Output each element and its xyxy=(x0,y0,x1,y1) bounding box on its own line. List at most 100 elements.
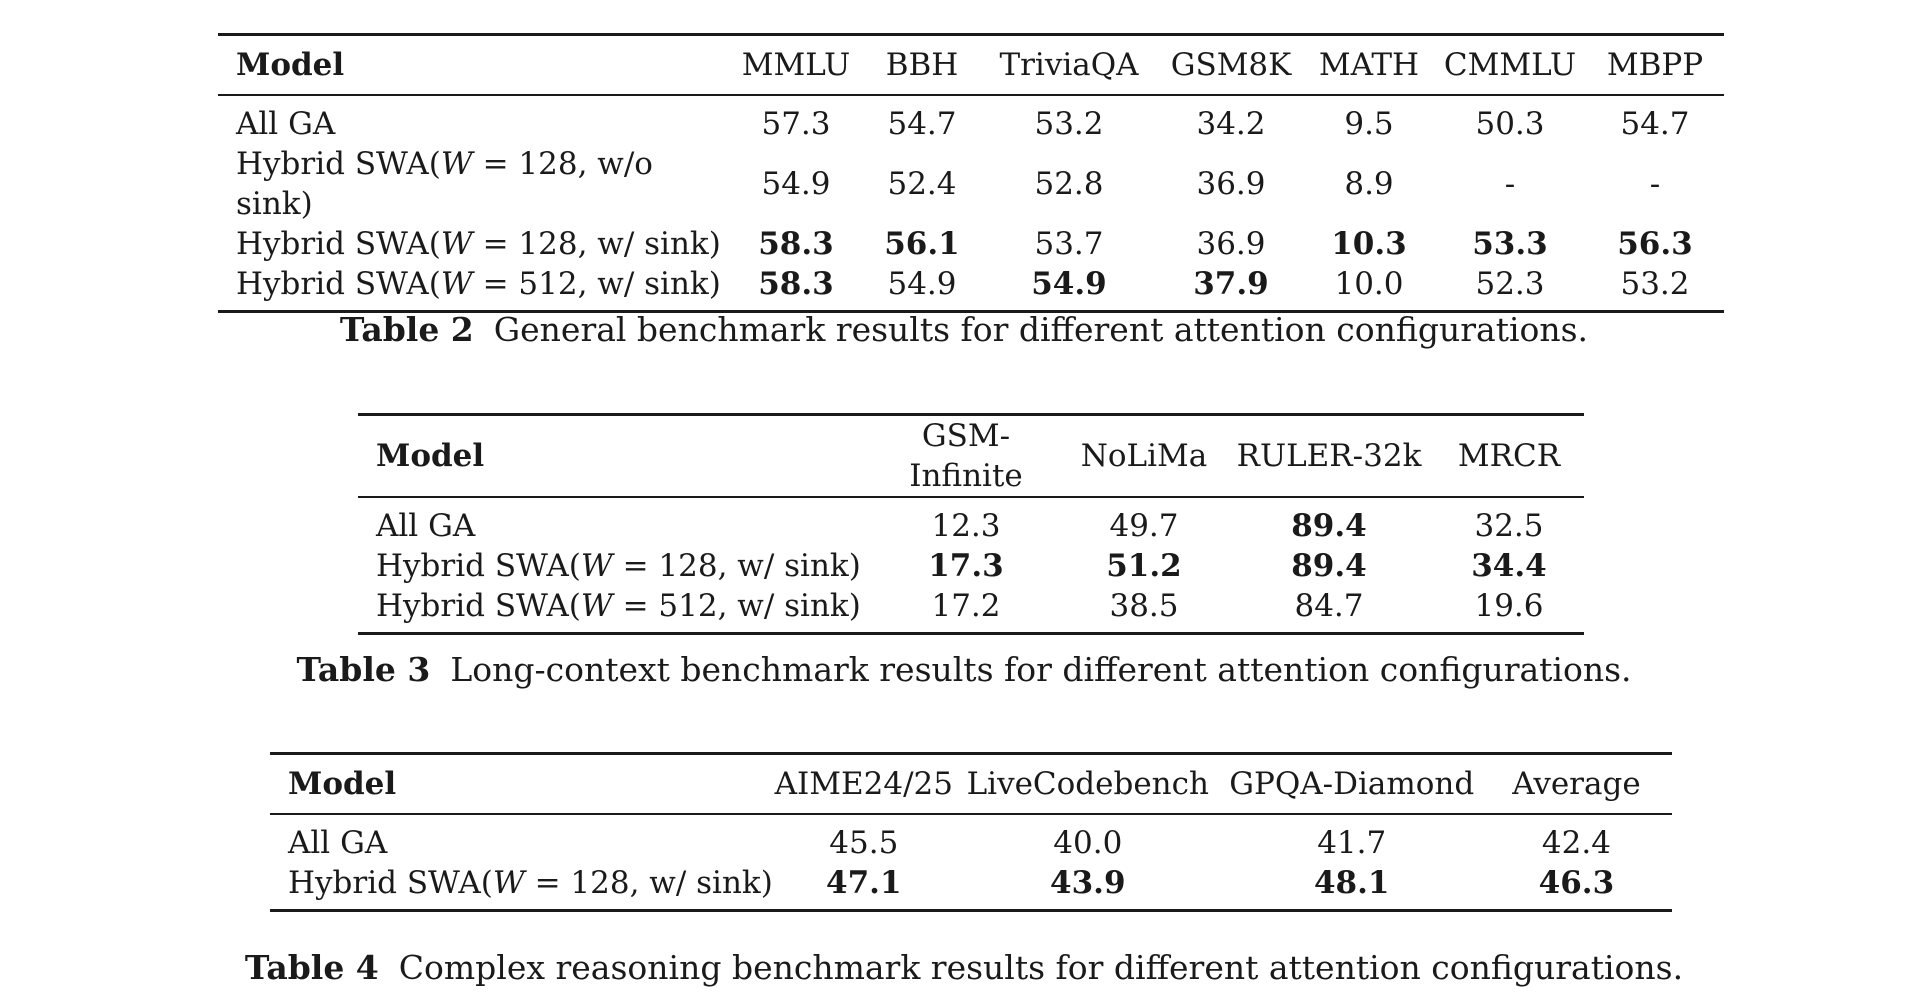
value-cell: 58.3 xyxy=(758,226,834,262)
value-cell: 51.2 xyxy=(1106,548,1182,584)
model-name-suffix: = 512, w/ sink) xyxy=(612,588,861,624)
model-cell: Hybrid SWA(W = 128, w/o sink) xyxy=(218,144,728,224)
column-header: Model xyxy=(218,33,728,96)
model-name-prefix: Hybrid SWA( xyxy=(236,226,441,262)
model-cell: Hybrid SWA(W = 128, w/ sink) xyxy=(358,546,868,586)
value-cell: 52.3 xyxy=(1434,264,1586,313)
model-cell: Hybrid SWA(W = 128, w/ sink) xyxy=(270,863,775,912)
table-row: Hybrid SWA(W = 128, w/o sink) 54.9 52.4 52.… xyxy=(218,144,1724,224)
model-cell: Hybrid SWA(W = 128, w/ sink) xyxy=(218,224,728,264)
value-cell: 8.9 xyxy=(1344,166,1394,202)
value-cell: - xyxy=(1504,166,1516,202)
value-cell: 54.9 xyxy=(980,264,1158,313)
value-cell: 41.7 xyxy=(1317,825,1387,861)
model-name-prefix: Hybrid SWA( xyxy=(376,588,581,624)
table-2-caption: Table 2 General benchmark results for dif… xyxy=(0,310,1928,350)
table-3: Model GSM-Infinite NoLiMa RULER-32k MRCR… xyxy=(358,413,1584,635)
caption-text: General benchmark results for different … xyxy=(493,310,1589,349)
model-cell: All GA xyxy=(358,497,868,546)
value-cell: 34.4 xyxy=(1471,548,1547,584)
table-4-caption: Table 4 Complex reasoning benchmark resul… xyxy=(0,948,1928,988)
value-cell: 17.2 xyxy=(868,586,1064,635)
caption-text: Complex reasoning benchmark results for … xyxy=(398,948,1684,987)
model-name-prefix: Hybrid SWA( xyxy=(236,266,441,302)
value-cell: 37.9 xyxy=(1158,264,1304,313)
value-cell: 36.9 xyxy=(1196,166,1266,202)
column-header: TriviaQA xyxy=(980,33,1158,96)
value-cell: 9.5 xyxy=(1344,106,1394,142)
model-cell: All GA xyxy=(218,95,728,144)
value-cell: 53.7 xyxy=(1034,226,1104,262)
column-header: CMMLU xyxy=(1434,33,1586,96)
model-window-symbol: W xyxy=(440,146,473,182)
value-cell: 58.3 xyxy=(728,264,864,313)
model-name-prefix: Hybrid SWA( xyxy=(288,865,493,901)
model-window-symbol: W xyxy=(440,266,473,302)
table-row: Hybrid SWA(W = 512, w/ sink) 17.2 38.5 84.7… xyxy=(358,586,1584,635)
table-header-row: Model MMLU BBH TriviaQA GSM8K MATH CMMLU… xyxy=(218,33,1724,96)
column-header: BBH xyxy=(864,33,980,96)
column-header: MRCR xyxy=(1434,413,1584,498)
value-cell: 49.7 xyxy=(1109,508,1179,544)
table-header-row: Model GSM-Infinite NoLiMa RULER-32k MRCR xyxy=(358,413,1584,498)
table-row: Hybrid SWA(W = 128, w/ sink) 17.3 51.2 89.4… xyxy=(358,546,1584,586)
model-name-prefix: All GA xyxy=(288,825,388,861)
table-row: All GA 45.5 40.0 41.7 42.4 xyxy=(270,814,1672,863)
value-cell: 47.1 xyxy=(774,863,953,912)
table-header-row: Model AIME24/25 LiveCodebench GPQA-Diamo… xyxy=(270,752,1672,815)
table-row: All GA 12.3 49.7 89.4 32.5 xyxy=(358,497,1584,546)
caption-text: Long-context benchmark results for diffe… xyxy=(450,650,1632,689)
value-cell: 46.3 xyxy=(1480,863,1672,912)
value-cell: 38.5 xyxy=(1064,586,1224,635)
table-4: Model AIME24/25 LiveCodebench GPQA-Diamo… xyxy=(270,752,1672,912)
model-name-suffix: = 128, w/ sink) xyxy=(472,226,721,262)
value-cell: 53.2 xyxy=(1586,264,1724,313)
value-cell: 89.4 xyxy=(1291,508,1367,544)
value-cell: 57.3 xyxy=(761,106,831,142)
model-name-prefix: All GA xyxy=(376,508,476,544)
model-window-symbol: W xyxy=(440,226,473,262)
table-row: Hybrid SWA(W = 512, w/ sink) 58.3 54.9 54.9… xyxy=(218,264,1724,313)
value-cell: 52.4 xyxy=(887,166,957,202)
table-row: All GA 57.3 54.7 53.2 34.2 9.5 50.3 54.7 xyxy=(218,95,1724,144)
value-cell: 19.6 xyxy=(1434,586,1584,635)
value-cell: 36.9 xyxy=(1196,226,1266,262)
value-cell: 89.4 xyxy=(1291,548,1367,584)
column-header: MBPP xyxy=(1586,33,1724,96)
value-cell: 43.9 xyxy=(952,863,1223,912)
model-window-symbol: W xyxy=(492,865,525,901)
column-header: GSM8K xyxy=(1158,33,1304,96)
column-header: MMLU xyxy=(728,33,864,96)
value-cell: 52.8 xyxy=(1034,166,1104,202)
value-cell: 48.1 xyxy=(1222,863,1481,912)
value-cell: 32.5 xyxy=(1474,508,1544,544)
model-name-prefix: Hybrid SWA( xyxy=(376,548,581,584)
column-header: Model xyxy=(270,752,775,815)
value-cell: 56.3 xyxy=(1617,226,1693,262)
column-header: NoLiMa xyxy=(1064,413,1224,498)
model-name-prefix: Hybrid SWA( xyxy=(236,146,441,182)
value-cell: - xyxy=(1649,166,1661,202)
value-cell: 17.3 xyxy=(928,548,1004,584)
model-name-suffix: = 128, w/ sink) xyxy=(612,548,861,584)
column-header: MATH xyxy=(1304,33,1434,96)
model-name-suffix: = 512, w/ sink) xyxy=(472,266,721,302)
value-cell: 12.3 xyxy=(931,508,1001,544)
table-row: Hybrid SWA(W = 128, w/ sink) 58.3 56.1 53.7… xyxy=(218,224,1724,264)
value-cell: 40.0 xyxy=(1053,825,1123,861)
value-cell: 50.3 xyxy=(1475,106,1545,142)
column-header: Model xyxy=(358,413,868,498)
value-cell: 53.2 xyxy=(1034,106,1104,142)
value-cell: 54.7 xyxy=(887,106,957,142)
value-cell: 84.7 xyxy=(1224,586,1434,635)
value-cell: 34.2 xyxy=(1196,106,1266,142)
value-cell: 54.9 xyxy=(864,264,980,313)
model-cell: Hybrid SWA(W = 512, w/ sink) xyxy=(358,586,868,635)
caption-label: Table 4 xyxy=(244,948,379,987)
value-cell: 42.4 xyxy=(1541,825,1611,861)
column-header: Average xyxy=(1480,752,1672,815)
model-window-symbol: W xyxy=(580,588,613,624)
caption-label: Table 3 xyxy=(296,650,431,689)
column-header: RULER-32k xyxy=(1224,413,1434,498)
column-header: AIME24/25 xyxy=(774,752,953,815)
